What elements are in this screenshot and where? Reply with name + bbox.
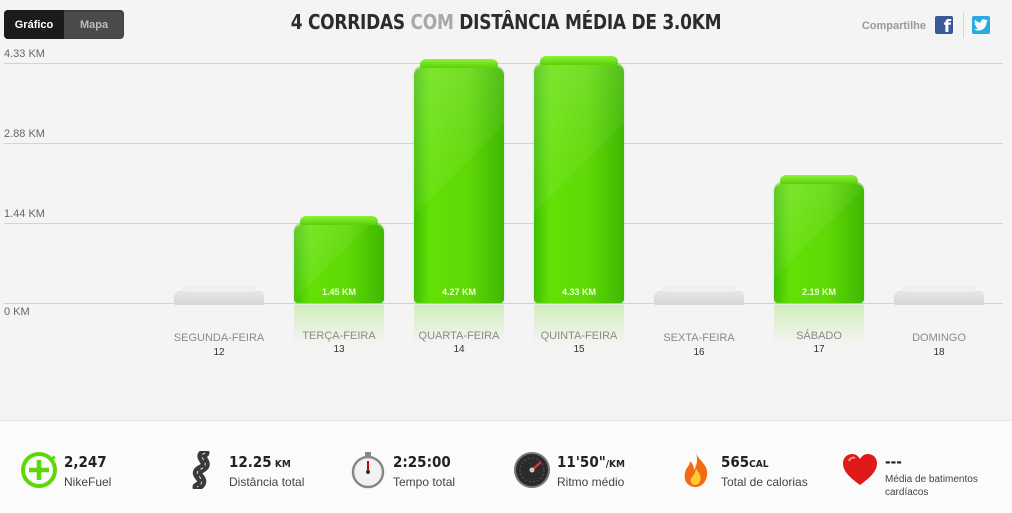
x-axis-day-label: DOMINGO — [912, 332, 966, 344]
distance-chart: 4.33 KM 2.88 KM 1.44 KM 0 KM SEGUNDA-FEIRA 12… — [0, 48, 1012, 370]
stat-value: --- — [885, 453, 902, 471]
x-axis-date-label: 12 — [213, 347, 225, 358]
y-axis-label: 0 KM — [4, 306, 30, 318]
facebook-icon[interactable]: f — [935, 16, 953, 34]
stat-label: NikeFuel — [64, 475, 112, 489]
bar-quinta-feira[interactable]: 4.33 KM — [534, 56, 624, 303]
title-highlight: COM — [410, 10, 454, 34]
title-part2: DISTÂNCIA MÉDIA DE 3.0KM — [453, 10, 722, 34]
x-axis-date-label: 18 — [933, 347, 945, 358]
bar-cap — [540, 56, 618, 65]
bar-reflection — [414, 305, 504, 345]
x-axis-day-label: QUARTA-FEIRA — [418, 330, 500, 342]
gridline — [4, 63, 1003, 64]
x-axis-date-label: 13 — [333, 344, 345, 355]
x-axis-day-label: TERÇA-FEIRA — [302, 330, 376, 342]
view-toggle: Gráfico Mapa — [4, 10, 124, 39]
flame-icon — [677, 451, 717, 491]
tab-mapa[interactable]: Mapa — [79, 18, 109, 31]
y-axis-label: 4.33 KM — [4, 48, 45, 60]
nikefuel-icon — [20, 451, 60, 491]
stat-value: 12.25 KM — [229, 453, 291, 471]
x-axis-date-label: 16 — [693, 347, 705, 358]
stopwatch-icon — [349, 451, 389, 491]
stat-value: 2:25:00 — [393, 453, 451, 471]
x-axis-day-label: SEXTA-FEIRA — [663, 332, 735, 344]
stat-label: Média de batimentos cardíacos — [885, 474, 978, 498]
page-title: 4 CORRIDAS COM DISTÂNCIA MÉDIA DE 3.0KM — [76, 10, 936, 34]
twitter-icon[interactable] — [972, 16, 990, 34]
stat-value: 11'50"/KM — [557, 453, 625, 471]
x-axis-day-label: SÁBADO — [796, 330, 842, 342]
bar-cap — [300, 215, 378, 225]
bar-cap — [420, 59, 498, 69]
road-icon — [185, 448, 225, 492]
heart-icon — [841, 451, 881, 491]
y-axis-label: 1.44 KM — [4, 208, 45, 221]
bar-reflection — [294, 305, 384, 345]
bar-value-label: 2.19 KM — [801, 286, 836, 297]
stat-label: Ritmo médio — [557, 475, 625, 489]
x-axis-date-label: 15 — [573, 344, 585, 355]
tab-grafico[interactable]: Gráfico — [4, 10, 64, 39]
y-axis-label: 2.88 KM — [4, 128, 45, 141]
bar-reflection — [774, 305, 864, 345]
bar-terça-feira[interactable]: 1.45 KM — [294, 215, 384, 303]
top-bar: Gráfico Mapa 4 CORRIDAS COM DISTÂNCIA MÉ… — [0, 0, 1012, 50]
gridline — [4, 303, 1003, 304]
bar-quarta-feira[interactable]: 4.27 KM — [414, 59, 504, 303]
title-part1: 4 CORRIDAS — [290, 10, 411, 34]
bar-sábado[interactable]: 2.19 KM — [774, 174, 864, 303]
stat-value: 565CAL — [721, 453, 769, 471]
bar-value-label: 1.45 KM — [321, 286, 356, 297]
speedometer-icon — [513, 451, 553, 491]
empty-bar-segunda-feira — [174, 286, 264, 305]
bar-value-label: 4.27 KM — [441, 286, 476, 297]
x-axis-date-label: 17 — [813, 344, 825, 355]
share-label: Compartilhe — [861, 20, 926, 32]
bar-reflection — [534, 305, 624, 345]
bar-cap — [780, 174, 858, 184]
share-divider — [963, 12, 964, 38]
stat-value: 2,247 — [64, 453, 107, 471]
x-axis-day-label: SEGUNDA-FEIRA — [173, 332, 265, 344]
empty-bar-domingo — [894, 286, 984, 305]
empty-bar-sexta-feira — [654, 286, 744, 305]
stat-label: Tempo total — [393, 475, 456, 489]
stat-label: Total de calorias — [721, 475, 808, 489]
stat-label: Distância total — [229, 475, 305, 489]
stats-bar: 2,247 NikeFuel 12.25 KM Distância total … — [0, 420, 1012, 513]
bar-value-label: 4.33 KM — [561, 287, 596, 297]
x-axis-date-label: 14 — [453, 344, 465, 355]
x-axis-day-label: QUINTA-FEIRA — [540, 330, 618, 342]
